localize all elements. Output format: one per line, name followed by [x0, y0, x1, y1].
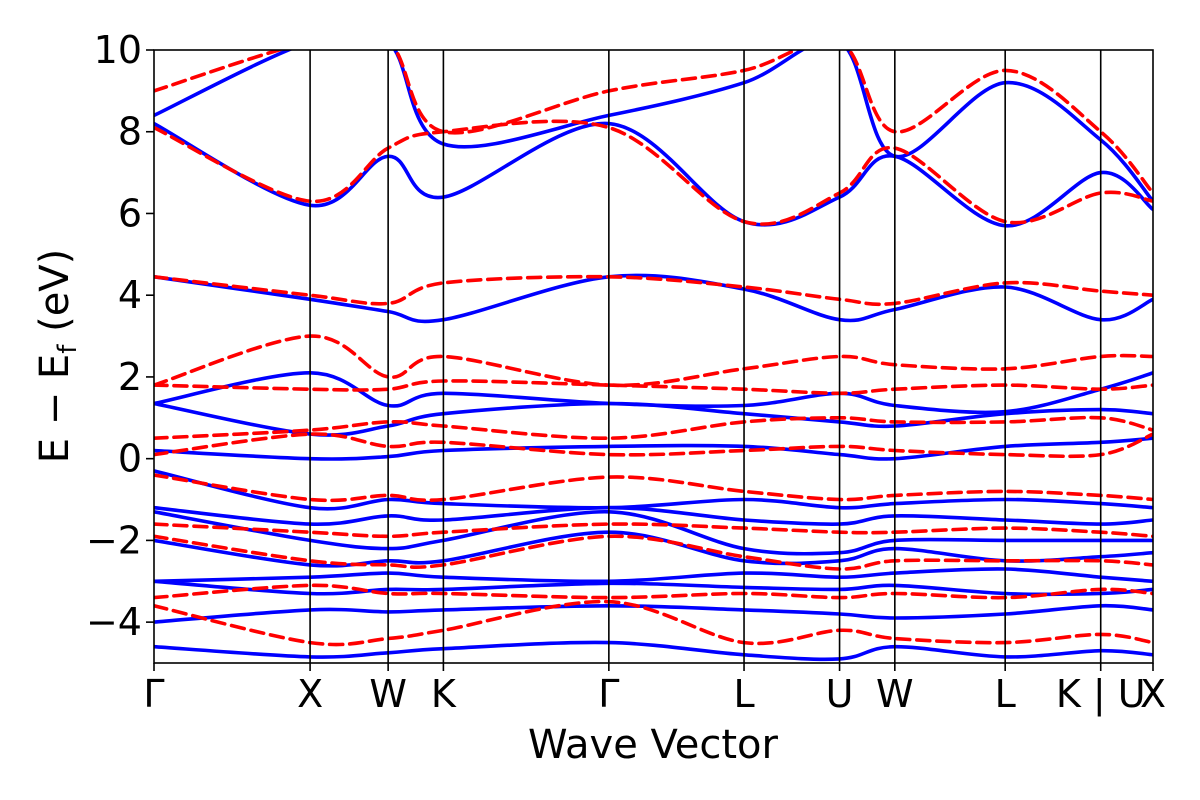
solid-band-10 [154, 401, 1153, 437]
solid-band-6 [154, 509, 1153, 556]
dashed-band-2 [154, 583, 1153, 600]
dashed-band-6 [154, 432, 1153, 459]
solid-band-9 [154, 436, 1153, 461]
solid-band-3 [154, 579, 1153, 597]
y-tick-label: −4 [86, 600, 142, 644]
x-tick-label: K | U [1056, 672, 1146, 717]
x-axis-title: Wave Vector [528, 722, 779, 768]
dashed-band-4 [154, 522, 1153, 539]
dashed-band-12 [154, 50, 1153, 195]
x-tick-label: L [995, 672, 1016, 716]
x-tick-label: X [1140, 672, 1166, 716]
solid-band-8 [154, 469, 1153, 511]
y-tick-label: 10 [94, 28, 142, 72]
x-tick-label: Γ [143, 672, 164, 716]
x-tick-label: Γ [598, 672, 619, 716]
solid-band-2 [154, 603, 1153, 624]
dashed-band-3 [154, 534, 1153, 571]
x-tick-label: X [297, 672, 323, 716]
y-axis-ticks: −4 −2 0 2 4 6 8 10 [86, 28, 154, 644]
plot-frame [153, 49, 1154, 664]
y-tick-label: 4 [118, 273, 142, 317]
dashed-band-10 [154, 274, 1153, 307]
x-tick-label: L [733, 672, 754, 716]
solid-band-13 [154, 121, 1153, 228]
dashed-band-5 [154, 473, 1153, 503]
dashed-band-8 [154, 379, 1153, 396]
x-tick-label: U [826, 672, 854, 716]
y-tick-label: 8 [118, 110, 142, 154]
dashed-band-11 [154, 119, 1153, 226]
dashed-band-7 [154, 415, 1153, 441]
solid-band-4 [154, 567, 1153, 584]
bands-layer [154, 50, 1153, 662]
solid-band-1 [154, 640, 1153, 662]
y-axis-title: E − Ef (eV) [32, 249, 83, 464]
x-tick-label: K [431, 672, 457, 716]
x-tick-label: W [369, 672, 407, 716]
y-tick-label: 2 [118, 355, 142, 399]
y-axis-title-unit: (eV) [32, 249, 78, 345]
kpath-lines [309, 50, 1102, 663]
y-tick-label: −2 [86, 518, 142, 562]
solid-band-14 [154, 50, 1153, 203]
solid-band-7 [154, 505, 1153, 527]
y-tick-label: 0 [118, 437, 142, 481]
x-tick-label: W [876, 672, 914, 716]
y-axis-title-main: E − E [32, 354, 78, 464]
dashed-band-9 [154, 334, 1153, 388]
dashed-band-1 [154, 599, 1153, 647]
y-tick-label: 6 [118, 191, 142, 235]
solid-band-11 [154, 370, 1153, 415]
y-axis-title-sub: f [53, 344, 83, 354]
